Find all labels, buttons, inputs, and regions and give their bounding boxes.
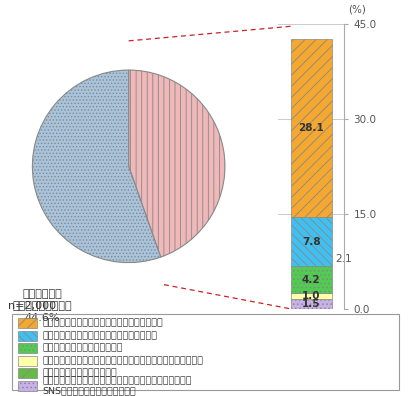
Bar: [18, 368, 37, 378]
Text: 1.5: 1.5: [302, 299, 320, 309]
Text: 言葉は聞いたことがあるが、意味はわからない: 言葉は聞いたことがあるが、意味はわからない: [42, 319, 163, 327]
Wedge shape: [32, 70, 161, 263]
Text: (%): (%): [348, 4, 366, 14]
Bar: [290, 39, 332, 217]
Bar: [18, 356, 37, 366]
Bar: [290, 299, 332, 309]
Text: 実施経験があり、自身のテレワーク経験を人に伝えたり、
SNS等で情報発信したことがある: 実施経験があり、自身のテレワーク経験を人に伝えたり、 SNS等で情報発信したこと…: [42, 376, 192, 395]
Bar: [290, 267, 332, 293]
Text: 知っている・
聞いたことがある、
44.6%: 知っている・ 聞いたことがある、 44.6%: [12, 289, 72, 322]
Text: n=2,000: n=2,000: [8, 301, 56, 311]
Text: 2.1: 2.1: [335, 255, 352, 265]
Text: 1.0: 1.0: [302, 291, 320, 301]
Text: 4.2: 4.2: [302, 275, 320, 285]
Bar: [18, 343, 37, 353]
Text: 7.8: 7.8: [302, 237, 320, 247]
Bar: [290, 217, 332, 267]
Wedge shape: [129, 70, 225, 257]
Text: 意味を知っており、関心がある: 意味を知っており、関心がある: [42, 344, 123, 353]
Bar: [290, 293, 332, 299]
Text: 28.1: 28.1: [298, 123, 324, 133]
Bar: [18, 331, 37, 341]
Text: 関心があり人に聞いたり、ネット等で内容を調べたことがある: 関心があり人に聞いたり、ネット等で内容を調べたことがある: [42, 356, 203, 365]
Bar: [18, 381, 37, 391]
Bar: [18, 318, 37, 328]
Text: テレワークの実施経験がある: テレワークの実施経験がある: [42, 369, 117, 378]
Text: 言葉を聞いたことがあり、意味も知っている: 言葉を聞いたことがあり、意味も知っている: [42, 331, 157, 340]
